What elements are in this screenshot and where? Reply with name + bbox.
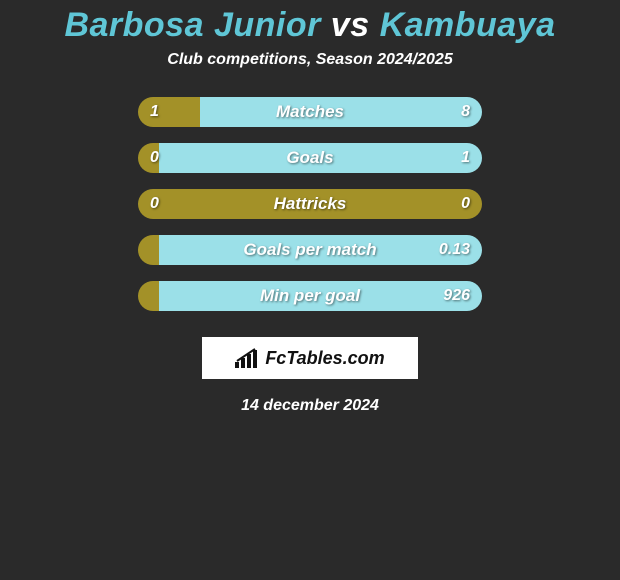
player1-name: Barbosa Junior	[64, 6, 320, 44]
stat-row: 18Matches	[138, 97, 482, 127]
vs-label: vs	[331, 6, 370, 44]
stat-bar: 0.13Goals per match	[138, 235, 482, 265]
bars-container: 18Matches 01Goals 00Hattricks 0.13Goals per…	[138, 97, 482, 327]
stat-label: Matches	[138, 97, 482, 127]
stat-bar: 01Goals	[138, 143, 482, 173]
stat-row: 926Min per goal	[138, 281, 482, 311]
stat-row: 0.13Goals per match	[138, 235, 482, 265]
stat-label: Goals per match	[138, 235, 482, 265]
stat-label: Min per goal	[138, 281, 482, 311]
stat-bar: 00Hattricks	[138, 189, 482, 219]
page-title: Barbosa Junior vs Kambuaya	[64, 6, 555, 45]
brand-text: FcTables.com	[265, 348, 384, 369]
stat-label: Hattricks	[138, 189, 482, 219]
stat-row: 01Goals	[138, 143, 482, 173]
stat-row: 00Hattricks	[138, 189, 482, 219]
comparison-card: Barbosa Junior vs Kambuaya Club competit…	[0, 0, 620, 415]
brand-badge: FcTables.com	[202, 337, 418, 379]
stat-bar: 18Matches	[138, 97, 482, 127]
player2-name: Kambuaya	[380, 6, 556, 44]
date-label: 14 december 2024	[241, 397, 379, 415]
subtitle: Club competitions, Season 2024/2025	[167, 51, 452, 69]
stat-label: Goals	[138, 143, 482, 173]
stat-bar: 926Min per goal	[138, 281, 482, 311]
chart-icon	[235, 348, 259, 368]
